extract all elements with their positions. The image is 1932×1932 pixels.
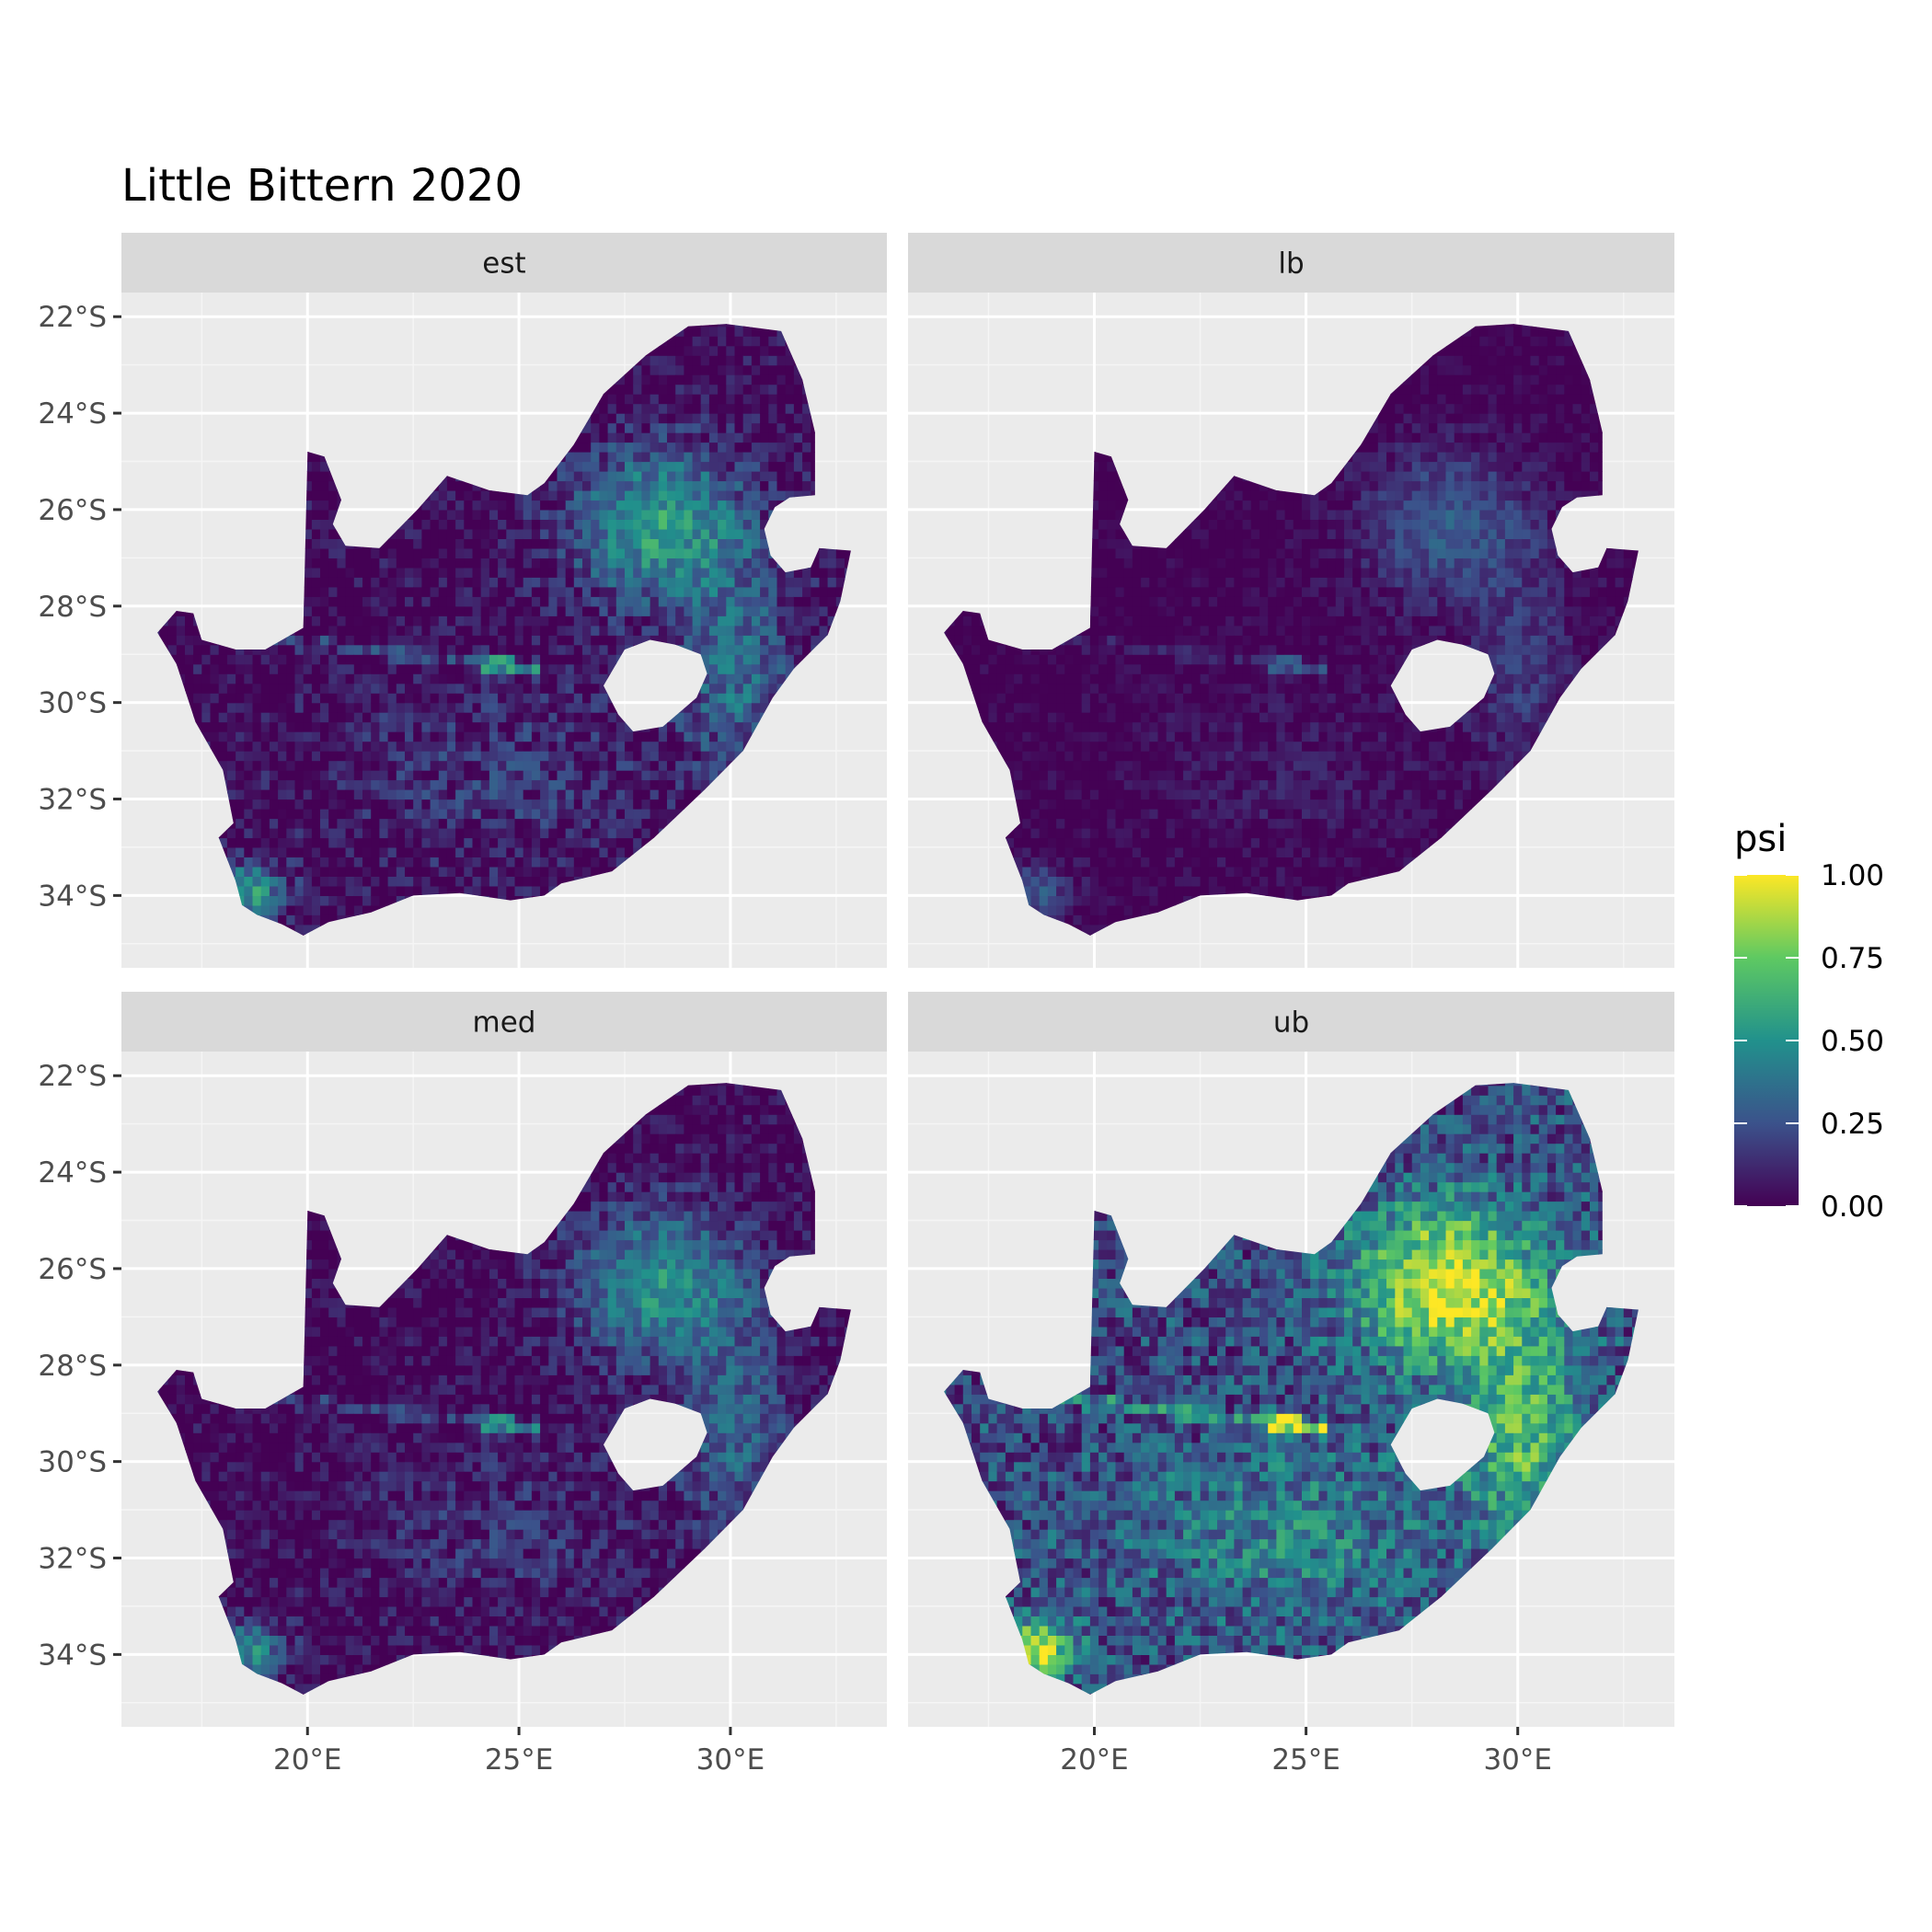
x-tick-label: 20°E — [273, 1743, 342, 1777]
legend-tick-label: 0.75 — [1821, 942, 1884, 975]
legend-tick-label: 0.25 — [1821, 1108, 1884, 1141]
x-tick-label: 30°E — [1483, 1743, 1552, 1777]
y-tick-label: 34°S — [38, 1639, 107, 1672]
chart-title: Little Bittern 2020 — [121, 160, 523, 212]
facet-panel-lb: lb — [908, 233, 1674, 968]
facet-panel-med: med 22°S 24°S 26°S 28°S 30°S 32°S 34°S 20°E 25°E 3… — [38, 992, 887, 1777]
y-tick-label: 34°S — [38, 880, 107, 913]
facet-strip — [908, 992, 1674, 1052]
facet-strip-label: lb — [1278, 247, 1304, 281]
facet-panel-est: est 22°S 24°S 26°S 28°S 30°S 32°S 34°S — [38, 233, 887, 968]
y-tick-label: 28°S — [38, 591, 107, 624]
legend-title: psi — [1734, 818, 1787, 860]
y-tick-label: 28°S — [38, 1350, 107, 1383]
x-tick-label: 25°E — [1271, 1743, 1340, 1777]
facet-strip-label: med — [473, 1006, 536, 1040]
legend-tick-label: 0.50 — [1821, 1025, 1884, 1058]
y-tick-label: 26°S — [38, 1253, 107, 1286]
x-tick-label: 20°E — [1060, 1743, 1129, 1777]
x-tick-label: 25°E — [485, 1743, 554, 1777]
y-tick-label: 32°S — [38, 784, 107, 817]
facet-panel-ub: ub 20°E 25°E 30°E — [908, 992, 1674, 1777]
facet-strip — [908, 233, 1674, 293]
y-tick-label: 24°S — [38, 397, 107, 431]
y-tick-label: 26°S — [38, 494, 107, 527]
facet-strip — [121, 992, 887, 1052]
legend-tick-label: 0.00 — [1821, 1190, 1884, 1224]
facet-strip — [121, 233, 887, 293]
y-tick-label: 24°S — [38, 1156, 107, 1190]
y-tick-label: 22°S — [38, 1060, 107, 1093]
facet-strip-label: ub — [1273, 1006, 1309, 1040]
y-tick-label: 32°S — [38, 1543, 107, 1576]
y-tick-label: 30°S — [38, 687, 107, 720]
y-tick-label: 22°S — [38, 301, 107, 334]
x-tick-label: 30°E — [696, 1743, 765, 1777]
facet-panels: est 22°S 24°S 26°S 28°S 30°S 32°S 34°S lb med 22°S… — [38, 233, 1674, 1777]
legend-tick-label: 1.00 — [1821, 859, 1884, 892]
y-tick-label: 30°S — [38, 1446, 107, 1479]
color-legend: psi 1.00 0.75 0.50 0.25 0.00 — [1734, 818, 1884, 1224]
facet-strip-label: est — [482, 247, 525, 281]
